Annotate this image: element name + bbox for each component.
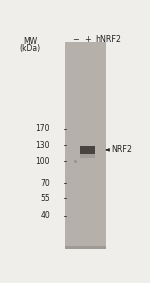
Bar [80,145,95,154]
Text: 55: 55 [40,194,50,203]
Text: 130: 130 [36,141,50,150]
Bar [65,246,106,248]
Text: +: + [84,35,91,44]
Text: MW: MW [23,37,38,46]
Text: 100: 100 [36,157,50,166]
Text: 70: 70 [40,179,50,188]
Bar [65,42,106,248]
Text: 170: 170 [36,124,50,133]
Bar [80,154,95,158]
Text: (kDa): (kDa) [20,44,41,53]
Text: hNRF2: hNRF2 [96,35,122,44]
Text: NRF2: NRF2 [111,145,132,155]
Text: −: − [72,35,78,44]
Text: 40: 40 [40,211,50,220]
